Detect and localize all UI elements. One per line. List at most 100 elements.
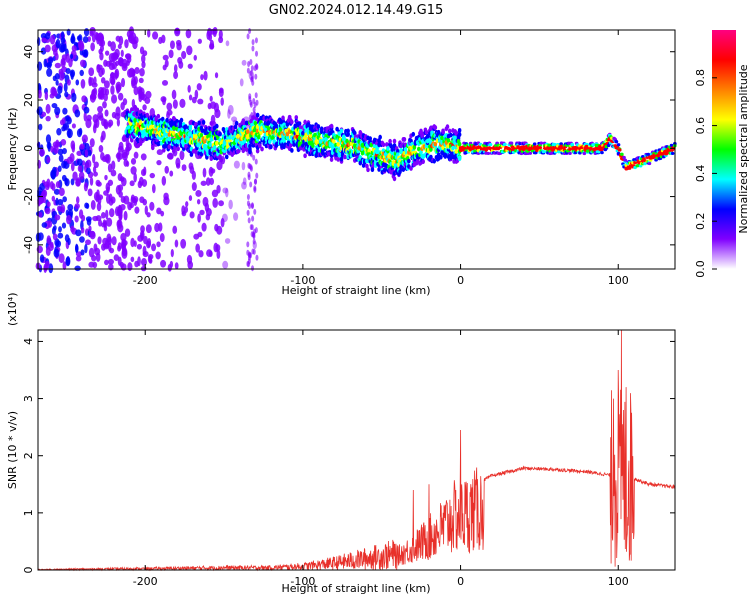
heatmap-cell [251,215,255,222]
heatmap-cell [50,169,57,179]
heatmap-cell [149,124,154,130]
heatmap-cell [118,190,123,198]
heatmap-cell [80,78,86,89]
heatmap-cell [117,43,122,50]
heatmap-cell [234,120,239,126]
colorbar-tick-label: 0.8 [694,69,707,87]
y-tick-label: 1 [22,509,35,516]
heatmap-cell [176,146,180,152]
heatmap-cell [298,125,303,130]
heatmap-cell [37,198,43,205]
heatmap-cell [308,133,313,138]
heatmap-cell [202,167,207,178]
heatmap-cell [252,238,256,245]
heatmap-cell [248,203,252,210]
heatmap-cell [246,209,250,216]
heatmap-cell [382,167,387,173]
heatmap-cell [222,187,229,194]
heatmap-cell [96,63,101,73]
y-tick-label: -20 [22,188,35,206]
heatmap-cell [53,144,59,155]
colorbar-ticks: 0.0 0.2 0.4 0.6 0.8 [694,69,717,278]
heatmap-cell [92,153,96,164]
heatmap-cell [239,78,244,87]
heatmap-cell [38,123,43,131]
heatmap-cell [582,151,587,156]
heatmap-cell [55,181,61,188]
heatmap-cell [145,112,150,118]
heatmap-cell [131,68,136,77]
heatmap-cell [113,254,120,262]
heatmap-cell [233,212,239,221]
heatmap-cell [169,260,174,268]
heatmap-cell [75,255,82,262]
heatmap-cell [61,222,67,229]
heatmap-cell [142,104,147,111]
heatmap-cell [43,58,48,68]
heatmap-cell [179,98,186,109]
heatmap-cell [130,158,137,165]
heatmap-cell [104,50,110,56]
heatmap-cell [253,186,257,193]
heatmap-cell [165,117,169,123]
snr-series-line [37,329,676,572]
heatmap-cell [62,196,67,203]
heatmap-cell [160,259,167,268]
heatmap-cell [246,260,250,267]
heatmap-cell [93,243,98,252]
heatmap-cell [66,214,72,225]
heatmap-cell [116,206,123,217]
heatmap-cell [66,28,71,36]
heatmap-cell [42,189,48,198]
heatmap-cell [87,188,93,197]
heatmap-cell [78,40,84,50]
heatmap-cell [670,151,675,156]
heatmap-cell [140,258,147,267]
heatmap-cell [194,149,198,155]
heatmap-cell [62,147,67,155]
heatmap-cell [103,190,109,196]
heatmap-cell [366,167,370,173]
heatmap-cell [412,144,417,150]
heatmap-cell [46,68,53,77]
heatmap-cell [93,76,97,85]
heatmap-cell [367,148,371,154]
heatmap-cell [166,102,173,111]
heatmap-cell [77,164,83,173]
heatmap-cell [207,102,212,110]
heatmap-cell [216,160,223,171]
spectrogram-frame [37,29,676,270]
heatmap-cell [79,209,84,219]
heatmap-cell [448,132,453,138]
heatmap-cell [194,89,199,100]
heatmap-cell [65,256,71,266]
heatmap-cell [130,166,137,175]
heatmap-cell [208,166,214,177]
heatmap-cell [120,49,124,58]
heatmap-cell [41,37,46,43]
heatmap-cell [643,162,647,166]
heatmap-cell [162,54,169,61]
heatmap-cell [199,209,205,216]
heatmap-cell [162,147,166,153]
heatmap-cell [129,180,135,187]
heatmap-cell [145,90,152,99]
heatmap-cell [79,143,85,150]
heatmap-cell [269,144,273,150]
heatmap-cell [101,243,106,251]
heatmap-cell [174,239,179,248]
heatmap-cell [143,166,147,176]
heatmap-cell [151,243,157,252]
heatmap-cell [211,189,219,198]
colorbar-label: Normalized spectral amplitude [737,64,750,233]
heatmap-cell [191,182,197,192]
heatmap-cell [177,57,183,65]
heatmap-cell [368,136,373,141]
heatmap-cell [335,126,339,132]
heatmap-cell [557,150,561,154]
heatmap-cell [457,141,462,147]
heatmap-cell [245,129,250,135]
heatmap-cell [55,79,59,86]
heatmap-cell [200,74,204,81]
